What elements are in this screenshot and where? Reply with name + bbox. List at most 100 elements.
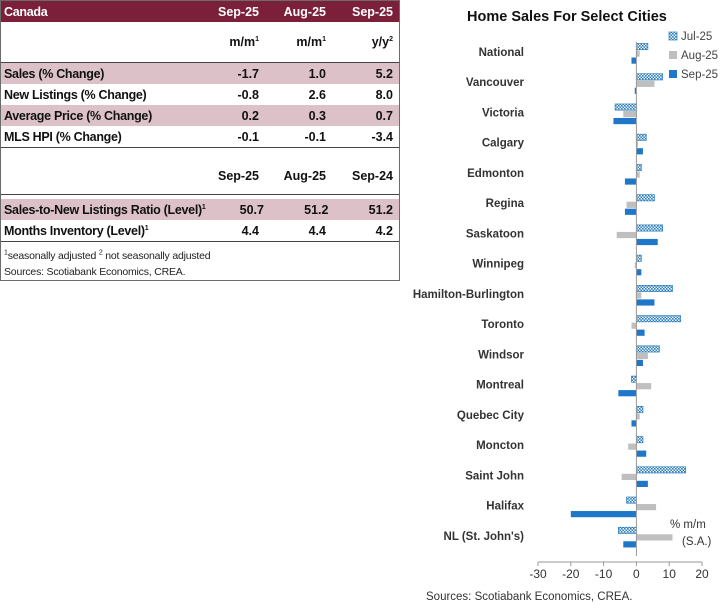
bar-aug-25 [623,110,637,118]
legend-label: Sep-25 [681,69,718,81]
bar-sep-25 [631,57,637,64]
bar-jul-25 [636,194,655,202]
bar-sep-25 [636,359,643,367]
category-label: Victoria [482,107,525,119]
category-label: Windsor [478,349,524,361]
table-row: Sales-to-New Listings Ratio (Level)1 50.… [1,199,399,220]
bar-jul-25 [636,254,642,262]
category-label: Montreal [476,380,524,392]
bar-jul-25 [636,133,647,141]
chart-source: Sources: Scotiabank Economics, CREA. [426,591,633,603]
bar-sep-25 [623,541,637,548]
bar-aug-25 [636,171,640,178]
bar-sep-25 [624,178,637,185]
unit-3: y/y2 [371,35,393,49]
bar-sep-25 [636,238,658,246]
bar-sep-25 [636,480,648,487]
col-header-1: Sep-25 [218,4,259,19]
table-footnote: 1seasonally adjusted 2 not seasonally ad… [1,242,399,280]
table-row: MLS HPI (% Change) -0.1 -0.1 -3.4 [4,129,393,144]
bar-aug-25 [636,383,652,390]
col-header-3: Sep-25 [352,4,393,19]
category-label: Saskatoon [466,228,524,240]
bar-aug-25 [628,443,637,450]
x-tick-label: 10 [663,567,677,581]
bar-jul-25 [636,345,660,353]
legend-label: Aug-25 [681,50,718,62]
table-title: Canada [4,4,48,19]
table-row: Average Price (% Change) 0.2 0.3 0.7 [1,105,399,126]
bar-jul-25 [636,315,682,323]
bar-aug-25 [626,201,637,208]
bar-sep-25 [636,450,647,457]
section2-header: Sep-25 Aug-25 Sep-24 [1,158,399,195]
category-label: Vancouver [466,77,525,89]
bar-sep-25 [631,420,637,427]
canada-table: Canada Sep-25 Aug-25 Sep-25 m/m1 m/m1 y/… [0,0,400,281]
legend-label: Jul-25 [681,31,712,43]
x-tick-label: -30 [529,567,547,581]
table-row: Sales (% Change) -1.7 1.0 5.2 [1,63,399,84]
category-label: Toronto [481,319,524,331]
table-header: Canada Sep-25 Aug-25 Sep-25 [1,1,399,22]
bar-aug-25 [636,352,648,360]
bar-sep-25 [636,299,655,306]
bar-aug-25 [636,80,655,87]
col-header-2: Aug-25 [283,4,326,19]
bar-aug-25 [636,413,640,420]
bar-aug-25 [636,534,673,541]
x-tick-label: 20 [695,567,709,581]
bar-jul-25 [636,466,686,474]
chart-title: Home Sales For Select Cities [467,9,667,25]
category-label: Hamilton-Burlington [413,289,524,301]
bar-aug-25 [631,322,637,329]
bar-aug-25 [634,262,637,269]
unit-2: m/m1 [296,35,326,49]
category-label: Calgary [482,138,525,150]
category-label: Regina [486,198,525,210]
category-label: Winnipeg [472,259,524,271]
unit-1: m/m1 [229,35,259,49]
bar-jul-25 [618,526,637,534]
units-row: m/m1 m/m1 y/y2 [1,22,399,63]
bar-sep-25 [624,208,637,215]
table-row: New Listings (% Change) -0.8 2.6 8.0 [4,87,393,102]
category-label: Edmonton [467,168,524,180]
bar-aug-25 [616,231,637,239]
legend-swatch [669,70,677,78]
category-label: Moncton [476,440,524,452]
unit-label-sa: (S.A.) [682,536,712,548]
bar-aug-25 [621,473,637,480]
bar-jul-25 [631,375,637,383]
bar-jul-25 [636,285,673,292]
legend-swatch [669,51,677,59]
bar-sep-25 [636,148,643,155]
bar-aug-25 [636,141,639,148]
bar-jul-25 [636,164,642,171]
legend-swatch [668,31,678,41]
bar-jul-25 [636,405,644,413]
bar-sep-25 [613,117,637,125]
category-label: Halifax [486,501,524,513]
bar-jul-25 [636,224,663,232]
bar-jul-25 [626,496,637,504]
bar-aug-25 [636,504,657,511]
bar-sep-25 [636,269,642,276]
category-label: Saint John [465,470,524,482]
category-label: NL (St. John's) [444,531,525,543]
bar-jul-25 [636,436,644,444]
unit-label: % m/m [670,519,706,531]
bar-sep-25 [636,329,645,336]
bar-sep-25 [634,87,637,94]
bar-aug-25 [636,292,642,299]
bar-sep-25 [618,390,637,397]
x-tick-label: -10 [595,567,613,581]
bar-jul-25 [636,73,663,81]
x-tick-label: -20 [562,567,580,581]
category-label: National [479,47,524,59]
category-label: Quebec City [457,410,525,422]
x-tick-label: 0 [633,567,640,581]
bar-sep-25 [570,511,637,518]
table-row: Months Inventory (Level)1 4.4 4.4 4.2 [1,220,399,242]
